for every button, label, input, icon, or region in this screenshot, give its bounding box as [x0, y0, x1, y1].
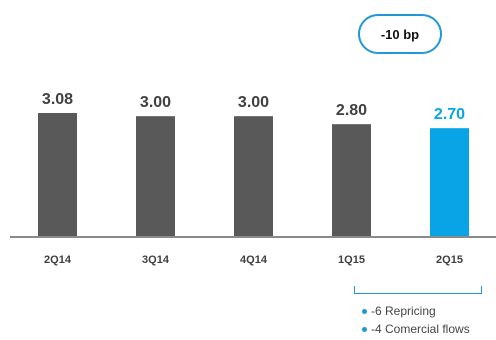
tick-label-4Q14: 4Q14 — [240, 254, 268, 266]
note-text: -4 Comercial flows — [371, 322, 470, 336]
breakdown-notes: -6 Repricing -4 Comercial flows — [362, 302, 470, 338]
breakdown-bracket — [354, 286, 482, 294]
bar-2Q15 — [430, 128, 469, 236]
change-badge-text: -10 bp — [380, 26, 420, 42]
value-label-1Q15: 2.80 — [336, 102, 367, 119]
value-label-4Q14: 3.00 — [238, 94, 269, 111]
note-text: -6 Repricing — [371, 304, 436, 318]
value-label-2Q15: 2.70 — [434, 106, 465, 123]
bullet-icon — [362, 327, 367, 333]
value-labels-group: 3.08 3.00 3.00 2.80 2.70 — [42, 91, 465, 123]
tick-label-2Q14: 2Q14 — [44, 254, 72, 266]
tick-label-3Q14: 3Q14 — [142, 254, 170, 266]
bar-2Q14 — [38, 113, 77, 236]
bars-group — [38, 113, 469, 236]
bar-1Q15 — [332, 124, 371, 236]
tick-labels-group: 2Q14 3Q14 4Q14 1Q15 2Q15 — [44, 254, 463, 266]
tick-label-1Q15: 1Q15 — [338, 254, 365, 266]
change-badge: -10 bp — [358, 14, 442, 54]
value-label-3Q14: 3.00 — [140, 94, 171, 111]
bar-3Q14 — [136, 116, 175, 236]
value-label-2Q14: 3.08 — [42, 91, 73, 108]
tick-label-2Q15: 2Q15 — [436, 254, 463, 266]
note-item: -6 Repricing — [362, 302, 470, 320]
note-item: -4 Comercial flows — [362, 320, 470, 338]
bullet-icon — [362, 309, 367, 315]
bar-4Q14 — [234, 116, 273, 236]
